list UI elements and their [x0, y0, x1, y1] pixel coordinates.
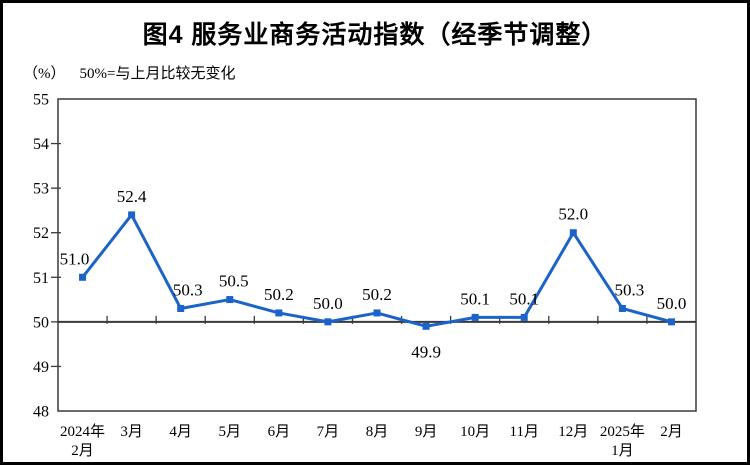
y-axis-tick-label: 49 [33, 359, 49, 376]
x-axis-tick-label: 5月 [219, 424, 242, 440]
data-point-label: 52.0 [558, 205, 588, 224]
y-axis-tick-label: 48 [33, 404, 49, 421]
plot-border [57, 98, 697, 412]
data-point-label: 50.3 [615, 280, 645, 299]
chart-subtitle: （%） 50%=与上月比较无变化 [23, 62, 235, 83]
data-point-label: 50.3 [173, 280, 203, 299]
y-axis-tick-label: 51 [33, 270, 49, 287]
x-axis-tick-label: 4月 [169, 424, 192, 440]
x-axis-tick-label: 2025年 [600, 423, 645, 440]
x-axis-tick-label: 8月 [366, 424, 389, 440]
data-point-marker [128, 211, 136, 219]
y-axis-tick-label: 50 [33, 314, 49, 331]
x-axis-tick-label: 6月 [268, 424, 291, 440]
chart-plot: 48 49 50 51 52 53 54 55 2024年 2月 3月 4月 5月 6月 7月 8月 9月 10月… [33, 92, 697, 459]
data-point-marker [520, 313, 528, 321]
data-point-label: 50.0 [657, 294, 687, 313]
x-axis-tick-label: 12月 [558, 424, 588, 440]
data-point-marker [667, 318, 675, 326]
y-axis-tick-label: 54 [33, 136, 49, 153]
data-point-label: 49.9 [411, 342, 441, 361]
chart-title: 图4 服务业商务活动指数（经季节调整） [142, 21, 608, 49]
x-axis-tick-label: 2月 [660, 424, 683, 440]
y-axis-tick-label: 53 [33, 181, 49, 198]
y-axis-tick-label: 52 [33, 225, 49, 242]
x-axis-tick-label: 2月 [71, 443, 94, 459]
data-point-label: 50.5 [219, 272, 249, 291]
data-point-label: 50.2 [362, 285, 392, 304]
data-point-label: 50.0 [313, 294, 343, 313]
data-point-marker [569, 229, 577, 237]
data-point-label: 50.1 [460, 289, 490, 308]
data-point-marker [324, 318, 332, 326]
x-axis-tick-label: 1月 [611, 443, 634, 459]
data-point-label: 50.2 [264, 285, 294, 304]
data-point-marker [373, 309, 381, 317]
data-point-label: 51.0 [60, 249, 90, 268]
data-point-marker [226, 296, 234, 304]
reference-note: 50%=与上月比较无变化 [79, 66, 236, 82]
x-axis-tick-label: 7月 [317, 424, 340, 440]
y-axis-tick-label: 55 [33, 92, 49, 109]
data-point-marker [177, 304, 185, 312]
data-point-marker [79, 273, 87, 281]
x-axis-tick-label: 10月 [460, 424, 490, 440]
data-point-marker [422, 322, 430, 330]
y-axis-unit-label: （%） [23, 66, 66, 82]
x-axis-tick-label: 3月 [120, 424, 143, 440]
data-point-marker [618, 304, 626, 312]
x-axis-tick-label: 9月 [415, 424, 438, 440]
data-point-marker [275, 309, 283, 317]
x-axis-tick-label: 11月 [510, 424, 539, 440]
data-point-label: 52.4 [117, 187, 147, 206]
x-axis-tick-label: 2024年 [60, 423, 105, 440]
data-point-marker [471, 313, 479, 321]
data-point-label: 50.1 [509, 289, 539, 308]
